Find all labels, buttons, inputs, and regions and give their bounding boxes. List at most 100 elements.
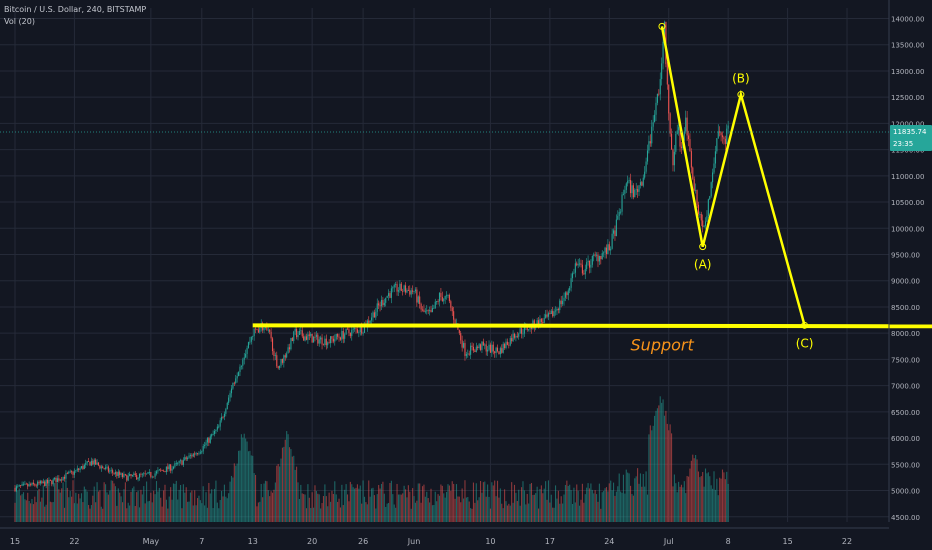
candle-body xyxy=(549,313,551,315)
candle-body xyxy=(440,293,442,297)
candle-body xyxy=(550,310,552,315)
volume-bar xyxy=(498,497,500,522)
volume-bar xyxy=(226,498,228,522)
volume-bar xyxy=(719,477,721,522)
candle-body xyxy=(24,483,26,485)
volume-bar xyxy=(175,480,177,522)
volume-bar xyxy=(105,484,107,522)
candle-body xyxy=(604,247,606,253)
candle-body xyxy=(726,128,728,144)
candle-body xyxy=(471,345,473,347)
candle-body xyxy=(223,413,225,417)
volume-bar xyxy=(277,464,279,522)
volume-bar xyxy=(512,502,514,522)
candle-body xyxy=(121,473,124,477)
candle-body xyxy=(313,336,315,343)
volume-bar xyxy=(680,484,683,522)
support-line[interactable] xyxy=(252,323,932,329)
candle-body xyxy=(513,333,516,338)
volume-indicator-label[interactable]: Vol (20) xyxy=(4,17,35,26)
candle-body xyxy=(546,314,548,317)
candle-body xyxy=(591,255,593,265)
volume-bar xyxy=(663,415,666,522)
volume-bar xyxy=(393,504,395,522)
volume-bar xyxy=(25,500,27,522)
candle-body xyxy=(97,462,100,466)
volume-bar xyxy=(121,502,124,522)
volume-bar xyxy=(112,480,114,522)
volume-bar xyxy=(382,481,384,522)
candle-body xyxy=(417,296,419,303)
y-tick-label: 11000.00 xyxy=(891,173,924,181)
volume-bar xyxy=(80,493,83,522)
volume-bar xyxy=(458,496,460,522)
volume-bar xyxy=(195,505,197,522)
volume-bar xyxy=(564,485,566,522)
candle-body xyxy=(579,263,581,265)
candle-body xyxy=(410,290,412,295)
volume-bar xyxy=(89,508,91,522)
volume-bar xyxy=(30,503,32,522)
candle-body xyxy=(49,480,51,481)
volume-bar xyxy=(666,423,668,522)
volume-bar xyxy=(22,492,25,522)
volume-bar xyxy=(280,458,282,522)
volume-bar xyxy=(45,504,47,522)
volume-bar xyxy=(386,503,388,522)
candle-body xyxy=(719,131,721,133)
wave-point-handle[interactable] xyxy=(699,243,707,251)
volume-bar xyxy=(529,483,531,522)
candle-body xyxy=(109,470,111,472)
volume-bar xyxy=(239,450,241,522)
wave-point-handle[interactable] xyxy=(737,91,745,99)
candle-body xyxy=(332,338,334,342)
wave-point-handle[interactable] xyxy=(801,321,809,329)
candle-body xyxy=(235,378,237,383)
wave-point-handle[interactable] xyxy=(658,22,666,30)
volume-bar xyxy=(533,494,535,522)
volume-bar xyxy=(153,490,155,522)
volume-bar xyxy=(515,492,517,522)
volume-bar xyxy=(535,493,537,522)
volume-bar xyxy=(54,483,56,522)
volume-bar xyxy=(403,485,405,522)
candle-body xyxy=(45,479,47,487)
candle-body xyxy=(727,125,729,129)
candle-body xyxy=(185,457,187,460)
volume-bar xyxy=(587,483,589,522)
candle-body xyxy=(277,366,279,369)
candle-body xyxy=(450,301,452,308)
x-tick-label: 17 xyxy=(545,537,555,546)
volume-bar xyxy=(208,482,210,522)
volume-bar xyxy=(434,491,436,522)
candle-body xyxy=(608,244,610,251)
candle-body xyxy=(492,344,494,352)
candle-body xyxy=(383,302,385,306)
volume-bar xyxy=(577,490,579,522)
candle-body xyxy=(573,272,575,274)
candle-body xyxy=(421,309,424,311)
candle-body xyxy=(362,332,364,334)
candle-body xyxy=(187,457,189,460)
volume-bar xyxy=(706,473,708,522)
candle-body xyxy=(284,355,286,358)
candle-body xyxy=(468,353,470,355)
candle-body xyxy=(195,453,197,455)
volume-bar xyxy=(97,491,100,522)
volume-bar xyxy=(129,505,131,522)
volume-bar xyxy=(539,489,541,522)
candle-body xyxy=(574,263,576,273)
volume-bar xyxy=(716,478,718,522)
volume-bar xyxy=(51,502,53,522)
candle-body xyxy=(296,328,298,338)
volume-bar xyxy=(92,495,94,522)
candle-body xyxy=(107,466,109,472)
volume-bar xyxy=(525,504,527,522)
candle-body xyxy=(717,131,719,139)
abc-wave-line[interactable] xyxy=(660,26,806,326)
candle-body xyxy=(232,382,234,389)
volume-bar xyxy=(116,505,118,522)
volume-bar xyxy=(274,482,276,522)
x-tick-label: 26 xyxy=(358,537,368,546)
